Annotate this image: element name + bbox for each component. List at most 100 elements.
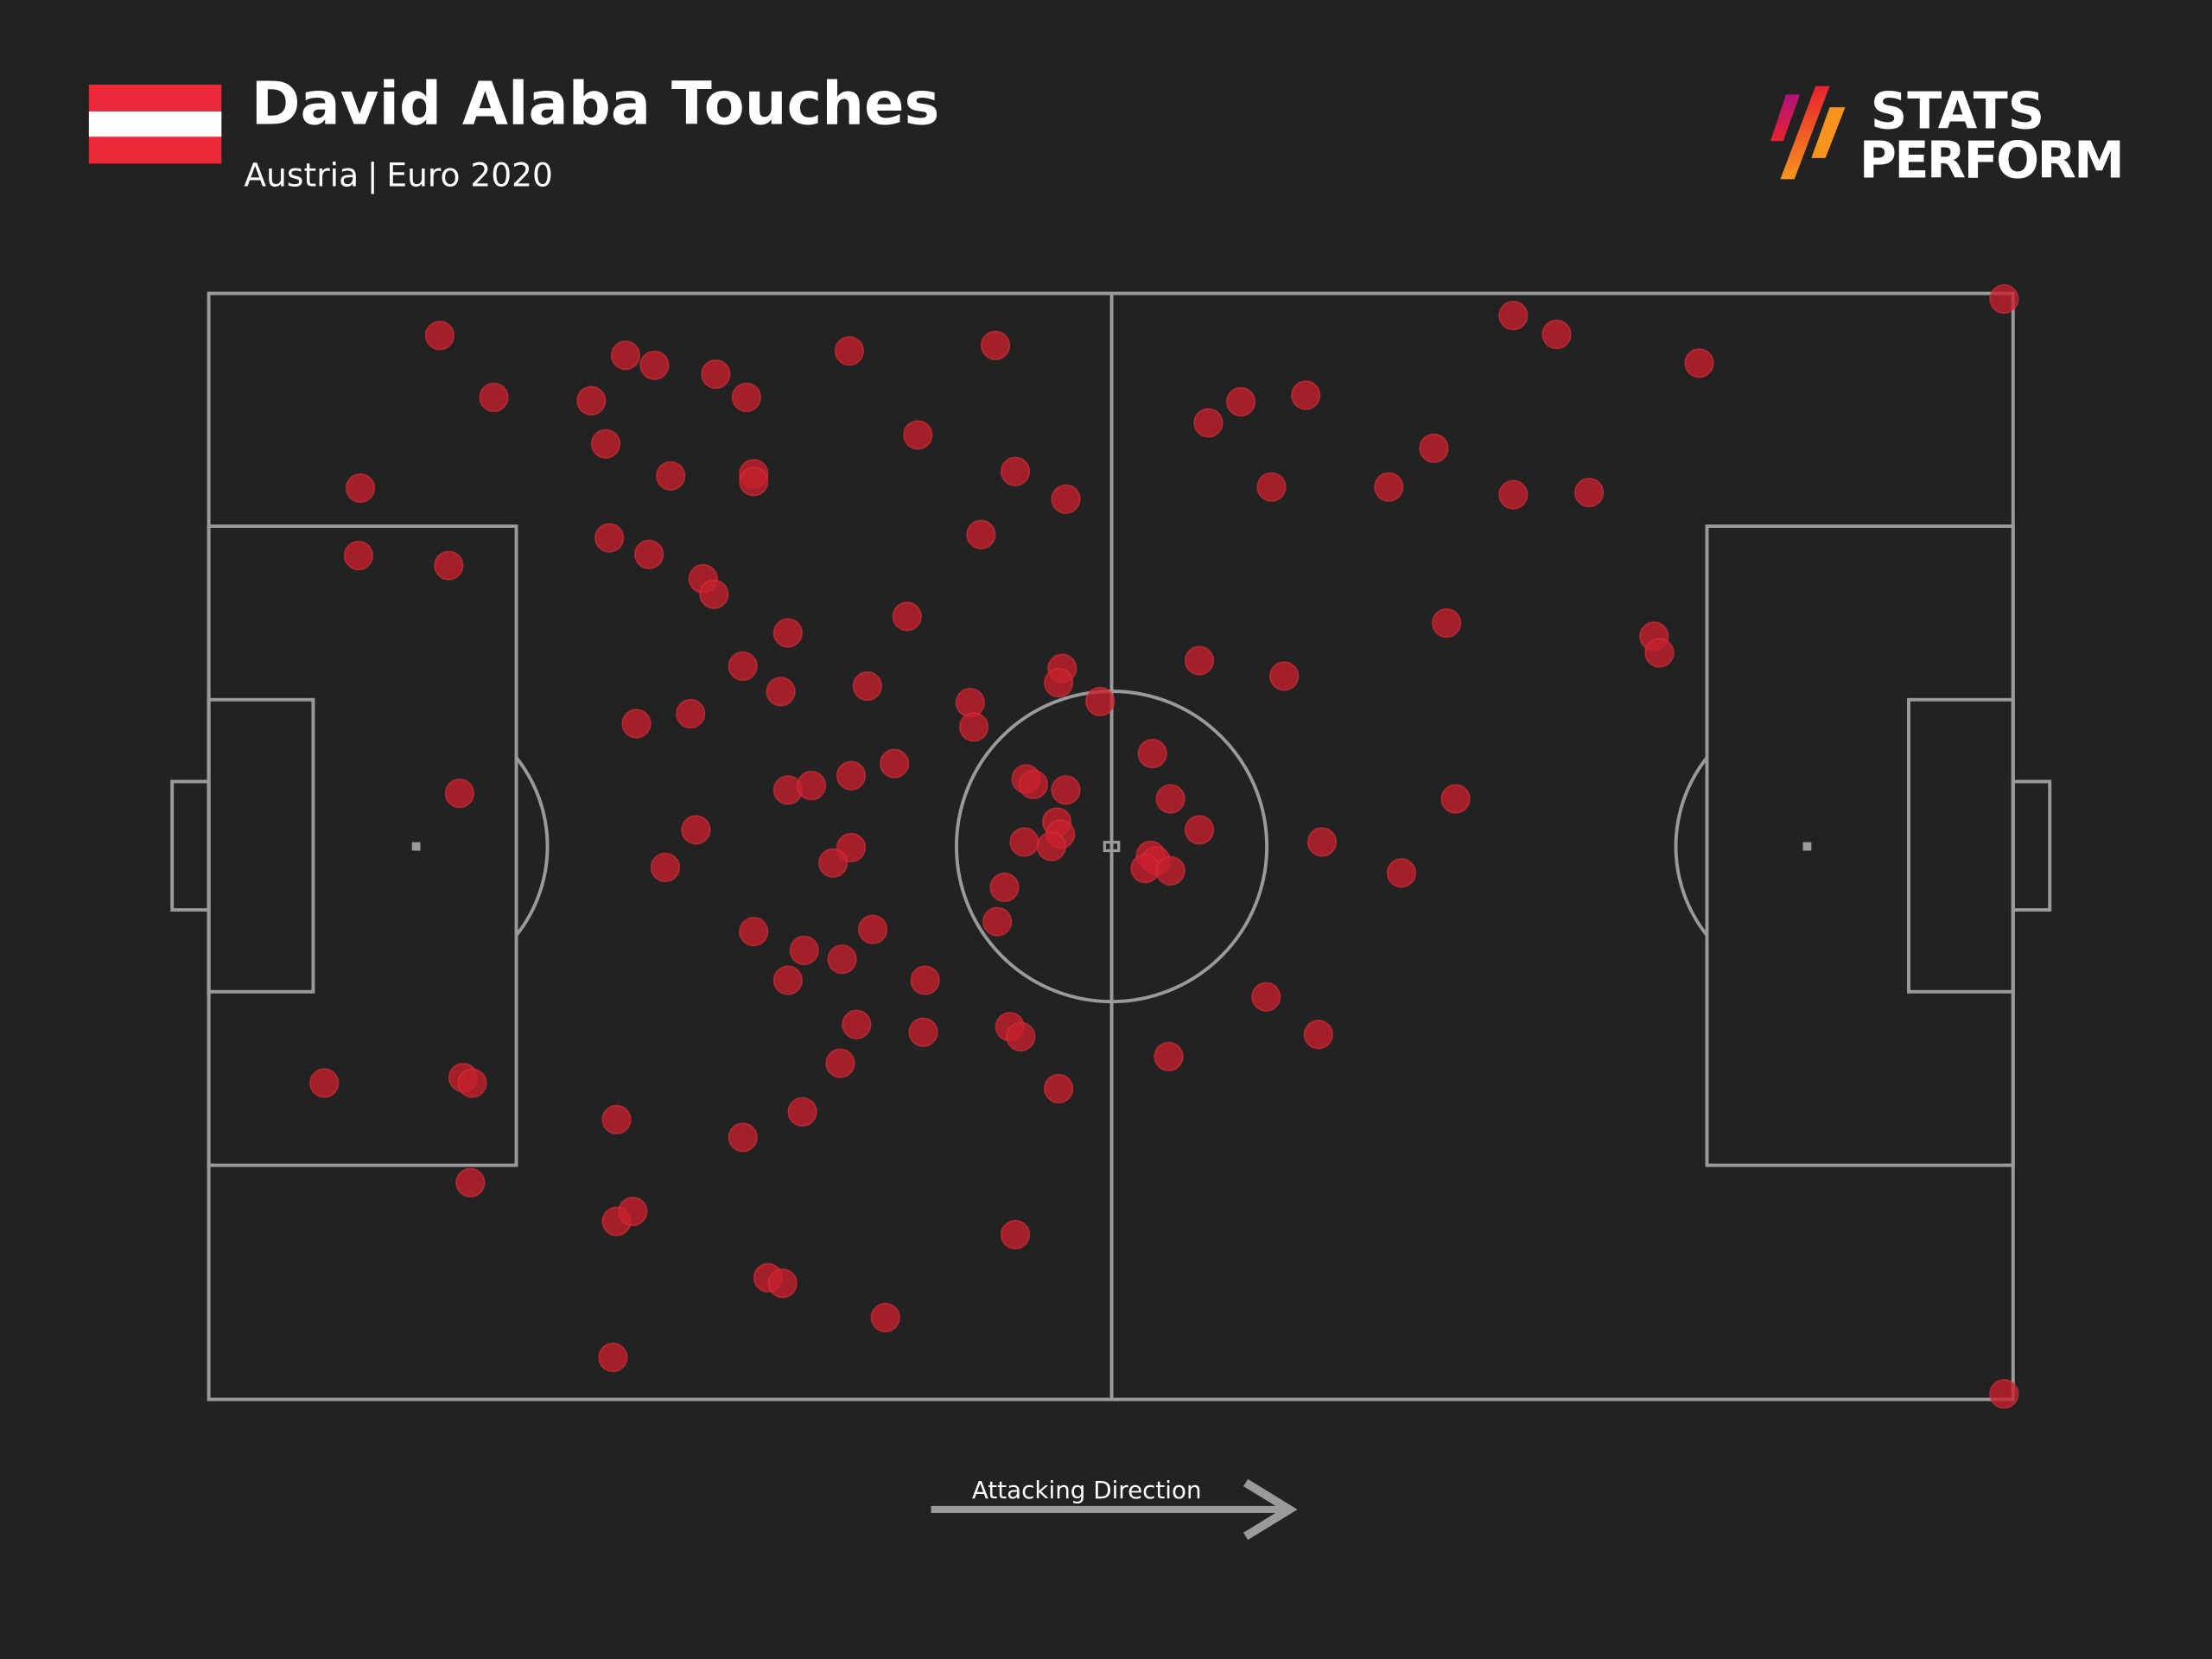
center-spot (1103, 841, 1121, 853)
touch-point-96 (1184, 645, 1215, 676)
touch-point-98 (1137, 738, 1167, 769)
pitch (170, 291, 2052, 1402)
touch-point-28 (766, 677, 796, 707)
touch-point-100 (1184, 815, 1215, 845)
logo-slash-2 (1780, 86, 1830, 180)
center-circle (954, 690, 1269, 1004)
touch-point-9 (980, 330, 1011, 360)
chart-subtitle: Austria | Euro 2020 (244, 156, 552, 195)
touch-point-106 (1130, 854, 1160, 884)
touch-point-84 (1989, 283, 2019, 315)
touch-point-60 (910, 965, 940, 995)
arrow-right-icon (1243, 1478, 1298, 1541)
touch-point-3 (610, 340, 641, 371)
touch-point-18 (343, 540, 374, 571)
touch-point-79 (870, 1302, 900, 1333)
touch-point-15 (1000, 456, 1031, 486)
right-penalty-spot (1802, 842, 1812, 851)
touch-point-99 (1155, 784, 1185, 814)
touch-point-95 (1644, 638, 1675, 668)
touch-point-68 (728, 1122, 758, 1153)
team-name: Austria (244, 156, 359, 194)
touch-point-103 (1386, 858, 1417, 888)
touch-point-82 (1541, 319, 1572, 350)
touch-point-46 (650, 852, 681, 883)
logo-text-perform: PERFORM (1859, 130, 2125, 190)
touch-point-87 (1291, 380, 1321, 410)
touch-point-102 (1306, 827, 1338, 857)
touch-point-59 (772, 965, 804, 995)
touch-point-4 (639, 350, 670, 380)
touch-point-75 (618, 1196, 648, 1227)
touch-point-1 (424, 321, 455, 351)
touch-point-78 (767, 1268, 798, 1299)
touch-point-55 (739, 917, 769, 947)
touch-point-49 (1009, 827, 1039, 857)
touch-point-90 (1419, 433, 1449, 463)
touch-point-72 (457, 1068, 487, 1098)
touch-point-64 (1006, 1021, 1036, 1052)
touch-point-69 (601, 1104, 632, 1135)
touch-point-83 (1684, 348, 1714, 378)
touch-point-88 (1256, 472, 1287, 502)
touch-point-89 (1374, 472, 1404, 502)
touch-point-67 (787, 1096, 817, 1127)
competition-name: Euro 2020 (386, 156, 553, 194)
touch-point-70 (309, 1068, 340, 1098)
touch-point-73 (455, 1167, 486, 1198)
touch-point-97 (1269, 661, 1300, 691)
touch-point-26 (892, 601, 922, 632)
touch-point-41 (879, 748, 910, 779)
touch-point-34 (1085, 686, 1116, 717)
touch-point-27 (728, 651, 758, 682)
touch-point-36 (676, 698, 706, 729)
touch-points (309, 283, 2019, 1409)
touch-point-8 (834, 336, 865, 366)
touch-point-81 (1498, 301, 1529, 331)
touch-point-31 (1044, 668, 1074, 698)
touch-point-19 (434, 550, 464, 581)
touch-point-2 (479, 382, 509, 413)
touch-point-24 (966, 519, 996, 550)
touch-point-32 (955, 688, 985, 718)
touch-point-107 (1155, 855, 1185, 886)
left-penalty-arc (515, 756, 550, 937)
touch-point-65 (825, 1048, 855, 1078)
touch-point-66 (1044, 1073, 1074, 1104)
austria-flag (88, 84, 222, 164)
touch-point-91 (1498, 480, 1529, 510)
touch-point-14 (903, 420, 933, 450)
touch-point-58 (857, 914, 888, 944)
touch-point-93 (1431, 607, 1462, 639)
touch-point-48 (817, 848, 849, 878)
touch-point-5 (576, 385, 607, 416)
attacking-direction-label: Attacking Direction (972, 1476, 1202, 1504)
touch-point-10 (590, 429, 621, 459)
left-goal (170, 779, 211, 912)
touch-point-109 (1303, 1020, 1333, 1050)
touch-point-56 (789, 935, 819, 966)
stats-perform-logo: STATS PERFORM (1770, 81, 2125, 190)
touch-point-16 (1051, 484, 1081, 514)
touch-point-101 (1440, 784, 1471, 814)
touch-point-110 (1154, 1041, 1184, 1071)
touch-point-80 (598, 1342, 628, 1373)
touch-point-7 (731, 382, 762, 413)
touch-point-61 (842, 1009, 872, 1039)
touch-point-17 (345, 473, 376, 504)
chart-title: David Alaba Touches (251, 70, 940, 139)
left-penalty-spot (411, 842, 421, 851)
touch-point-45 (681, 815, 711, 845)
logo-slash-1 (1770, 94, 1801, 142)
touch-point-29 (852, 671, 882, 702)
flag-stripe-middle (88, 111, 222, 137)
logo-text-stats: STATS (1871, 81, 2044, 141)
touch-point-11 (656, 461, 686, 491)
touch-point-20 (594, 523, 625, 553)
right-penalty-arc (1674, 756, 1709, 937)
touch-point-108 (1251, 982, 1281, 1012)
touch-point-39 (796, 771, 827, 801)
touch-point-40 (836, 760, 867, 791)
